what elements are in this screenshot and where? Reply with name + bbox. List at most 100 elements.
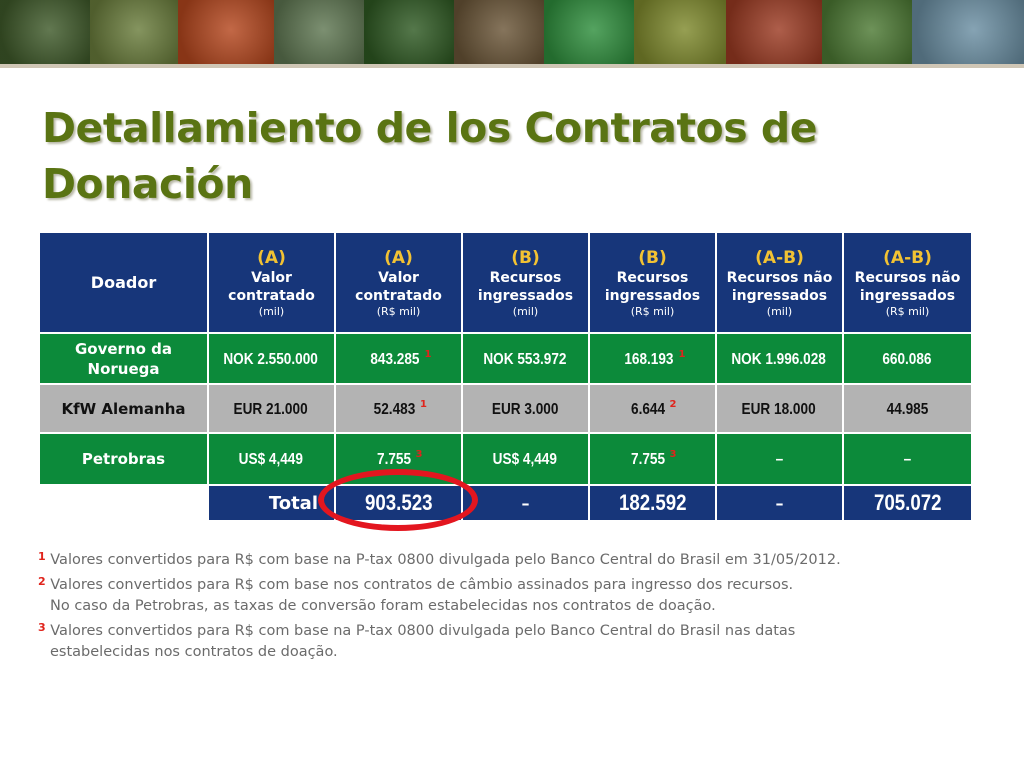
yellow-tree-photo xyxy=(634,0,726,66)
nature-photo-banner xyxy=(0,0,1024,66)
column-label: Valor xyxy=(378,269,419,286)
header-col-5: (A-B) Recursos não ingressados (mil) xyxy=(715,231,844,334)
column-label: ingressados xyxy=(859,287,956,304)
column-label: ingressados xyxy=(604,287,701,304)
donation-contracts-table: Doador (A) Valor contratado (mil) (A) Va… xyxy=(38,231,973,522)
table-cell: EUR 3.000 xyxy=(461,383,590,434)
column-label: ingressados xyxy=(731,287,828,304)
footnote-mark: 1 xyxy=(419,398,427,410)
cell-value: EUR 3.000 xyxy=(491,400,559,418)
green-lizard-photo xyxy=(90,0,178,66)
footnote-text: Valores convertidos para R$ com base na … xyxy=(50,552,841,568)
table-cell: EUR 21.000 xyxy=(207,383,336,434)
cell-value: 660.086 xyxy=(882,350,932,368)
table-cell: 7.755 3 xyxy=(588,432,717,486)
cell-value: – xyxy=(775,451,783,468)
table-cell: – xyxy=(842,432,973,486)
cell-value: EUR 18.000 xyxy=(741,400,817,418)
table-row: KfW Alemanha EUR 21.000 52.483 1 EUR 3.00… xyxy=(38,383,973,434)
cell-value: EUR 21.000 xyxy=(233,400,309,418)
total-label-cell: Total xyxy=(207,484,336,522)
header-col-4: (B) Recursos ingressados (R$ mil) xyxy=(588,231,717,334)
column-label: Valor xyxy=(251,269,292,286)
footnote-mark: 3 xyxy=(415,449,423,460)
column-label: Recursos xyxy=(616,269,689,286)
footnote-mark: 3 xyxy=(669,449,677,460)
footnotes: 1 Valores convertidos para R$ com base n… xyxy=(38,546,998,663)
footnote-number: 1 xyxy=(38,550,46,563)
table-cell: 7.755 3 xyxy=(334,432,463,486)
column-code: (A) xyxy=(384,247,413,268)
table-cell: US$ 4,449 xyxy=(461,432,590,486)
cell-value: US$ 4,449 xyxy=(238,451,304,468)
total-cell: – xyxy=(461,484,590,522)
table-cell: US$ 4,449 xyxy=(207,432,336,486)
column-code: (A) xyxy=(257,247,286,268)
footnote-3: 3 Valores convertidos para R$ com base n… xyxy=(38,617,998,663)
header-col-1: (A) Valor contratado (mil) xyxy=(207,231,336,334)
green-frog-photo xyxy=(544,0,634,66)
river-village-photo xyxy=(274,0,364,66)
header-donor: Doador xyxy=(38,231,209,334)
footnote-2: 2 Valores convertidos para R$ com base n… xyxy=(38,571,998,617)
total-value: 903.523 xyxy=(364,490,433,515)
empty-cell xyxy=(39,485,208,521)
column-unit: (mil) xyxy=(512,304,539,318)
ocelot-photo xyxy=(454,0,544,66)
cell-value: 843.285 xyxy=(369,350,420,368)
footnote-1: 1 Valores convertidos para R$ com base n… xyxy=(38,546,998,571)
column-unit: (R$ mil) xyxy=(376,304,421,318)
table-cell: 6.644 2 xyxy=(588,383,717,434)
column-code: (A-B) xyxy=(883,247,932,268)
column-unit: (mil) xyxy=(258,304,285,318)
table-cell: NOK 553.972 xyxy=(461,332,590,385)
banner-divider xyxy=(0,64,1024,68)
cell-value: 52.483 xyxy=(373,400,416,418)
total-cell: 903.523 xyxy=(334,484,463,522)
total-value: – xyxy=(521,493,530,513)
water-lily-photo xyxy=(0,0,90,66)
table-cell: 44.985 xyxy=(842,383,973,434)
cell-value: 6.644 xyxy=(631,400,666,418)
lake-landscape-photo xyxy=(912,0,1024,66)
table-row: Governo da Noruega NOK 2.550.000 843.285… xyxy=(38,332,973,385)
total-label: Total xyxy=(268,492,318,514)
table-cell: 843.285 1 xyxy=(334,332,463,385)
orange-flower-photo xyxy=(178,0,274,66)
column-unit: (R$ mil) xyxy=(885,304,930,318)
total-cell: 705.072 xyxy=(842,484,973,522)
column-code: (B) xyxy=(511,247,540,268)
cell-value: NOK 553.972 xyxy=(483,350,567,368)
cell-value: 7.755 xyxy=(377,451,412,468)
table-header-row: Doador (A) Valor contratado (mil) (A) Va… xyxy=(38,231,973,334)
total-value: 705.072 xyxy=(873,490,942,515)
cell-value: – xyxy=(903,451,911,468)
table-cell: NOK 1.996.028 xyxy=(715,332,844,385)
column-unit: (mil) xyxy=(766,304,793,318)
green-snake-photo xyxy=(822,0,912,66)
cell-value: 168.193 xyxy=(623,350,674,368)
total-cell: 182.592 xyxy=(588,484,717,522)
table-cell: NOK 2.550.000 xyxy=(207,332,336,385)
cell-value: US$ 4,449 xyxy=(492,451,558,468)
total-value: – xyxy=(775,493,784,513)
donor-cell: Petrobras xyxy=(38,432,209,486)
footnote-text: No caso da Petrobras, as taxas de conver… xyxy=(50,598,716,614)
footnote-mark: 1 xyxy=(424,348,432,360)
total-row: Total 903.523 – 182.592 – 705.072 xyxy=(39,484,973,522)
column-label: contratado xyxy=(355,287,442,304)
cell-value: NOK 2.550.000 xyxy=(223,350,319,368)
slide-title: Detallamiento de los Contratos de Donaci… xyxy=(42,104,818,208)
table-cell: 168.193 1 xyxy=(588,332,717,385)
total-value: 182.592 xyxy=(618,490,687,515)
footnote-number: 3 xyxy=(38,621,46,634)
column-code: (B) xyxy=(638,247,667,268)
column-unit: (R$ mil) xyxy=(630,304,675,318)
donor-cell: KfW Alemanha xyxy=(38,383,209,434)
table-cell: 660.086 xyxy=(842,332,973,385)
column-label: contratado xyxy=(228,287,315,304)
footnote-text: estabelecidas nos contratos de doação. xyxy=(50,644,338,660)
column-code: (A-B) xyxy=(755,247,804,268)
header-col-6: (A-B) Recursos não ingressados (R$ mil) xyxy=(842,231,973,334)
donor-cell: Governo da Noruega xyxy=(38,332,209,385)
